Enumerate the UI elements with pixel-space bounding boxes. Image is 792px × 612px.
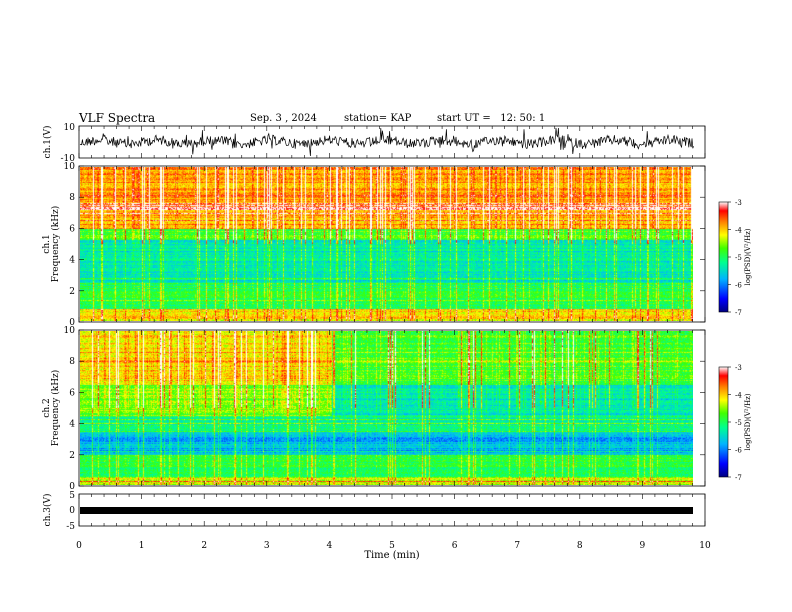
colorbar-tick-label: -6 (735, 282, 742, 290)
ch1-colorbar-label: log(PSD)(V²/Hz) (744, 228, 752, 285)
time-axis-ticklabels: 0 1 2 3 4 5 6 7 8 9 10 (76, 541, 711, 551)
ch1-spectrogram-ylabel-2: Frequency (kHz) (50, 206, 61, 283)
ch1-ytick-bottom: -10 (61, 154, 76, 164)
time-tick-label: 5 (389, 541, 395, 551)
ch3-ytick-bottom: -5 (66, 522, 75, 532)
ch1-waveform-panel: 10 -10 ch.1(V) (42, 123, 706, 164)
start-time-label: start UT = 12: 50: 1 (437, 113, 546, 124)
ch1-ylabel: ch.1(V) (42, 126, 53, 159)
frequency-tick-label: 10 (64, 326, 76, 336)
ch1-colorbar-scale (718, 201, 729, 313)
ch1-spectrogram-ticks (78, 166, 706, 322)
colorbar-tick-label: -5 (735, 254, 742, 262)
time-tick-label: 1 (139, 541, 145, 551)
colorbar-tick-label: -4 (735, 227, 742, 235)
ch3-waveform-panel: 5 0 -5 ch.3(V) 0 1 2 3 4 5 6 7 8 9 10 Time (min) (42, 491, 711, 561)
ch1-spectrogram-ylabel-1: ch.1 (42, 234, 52, 253)
colorbar-tick-label: -5 (735, 419, 742, 427)
colorbar-tick-label: -3 (735, 199, 742, 207)
ch3-ylabel: ch.3(V) (42, 494, 53, 527)
frequency-tick-label: 8 (69, 357, 75, 367)
ch1-waveform-line (79, 127, 694, 157)
ch2-spectrogram-ylabel-2: Frequency (kHz) (50, 370, 61, 447)
colorbar-tick-label: -6 (735, 447, 742, 455)
ch2-colorbar-label: log(PSD)(V²/Hz) (744, 393, 752, 450)
time-tick-label: 2 (201, 541, 207, 551)
frequency-tick-label: 6 (69, 388, 75, 398)
colorbar-tick-label: -7 (735, 474, 742, 482)
date-label: Sep. 3 , 2024 (250, 113, 317, 124)
frequency-tick-label: 8 (69, 193, 75, 203)
station-label: station= KAP (344, 113, 412, 124)
ch2-spectrogram-image (80, 331, 693, 485)
ch2-spectrogram-panel: 0 2 4 6 8 10 ch.2 Frequency (kHz) (42, 326, 706, 492)
ch1-axis-ticks (78, 126, 706, 158)
ch1-spectrogram-panel: 0 2 4 6 8 10 ch.1 Frequency (kHz) (42, 162, 706, 328)
ch3-axis-ticks (78, 494, 706, 526)
time-tick-label: 0 (76, 541, 82, 551)
frequency-tick-label: 10 (64, 162, 76, 172)
time-tick-label: 3 (264, 541, 270, 551)
time-tick-label: 10 (699, 541, 711, 551)
ch2-spectrogram-ticks (78, 330, 706, 486)
ch2-spectrogram-ylabel-1: ch.2 (42, 398, 52, 417)
time-axis-label: Time (min) (364, 550, 419, 561)
ch1-colorbar-ticks: -3 -4 -5 -6 -7 (728, 199, 742, 317)
time-tick-label: 4 (327, 541, 333, 551)
ch1-spectrogram-image (80, 167, 693, 321)
time-tick-label: 9 (640, 541, 646, 551)
time-tick-label: 8 (577, 541, 583, 551)
colorbar-tick-label: -3 (735, 364, 742, 372)
ch2-colorbar: -3 -4 -5 -6 -7 log(PSD)(V²/Hz) (718, 364, 752, 482)
ch3-ytick-top: 5 (69, 491, 75, 501)
ch1-colorbar: -3 -4 -5 -6 -7 log(PSD)(V²/Hz) (718, 199, 752, 317)
ch2-colorbar-ticks: -3 -4 -5 -6 -7 (728, 364, 742, 482)
colorbar-tick-label: -4 (735, 392, 742, 400)
frequency-tick-label: 2 (69, 451, 75, 461)
frequency-tick-label: 4 (69, 420, 75, 430)
time-tick-label: 6 (452, 541, 458, 551)
ch1-ytick-top: 10 (64, 123, 76, 133)
ch3-ytick-mid: 0 (69, 506, 75, 516)
colorbar-tick-label: -7 (735, 309, 742, 317)
ch2-colorbar-scale (718, 366, 729, 478)
frequency-tick-label: 4 (69, 256, 75, 266)
frequency-tick-label: 2 (69, 287, 75, 297)
frequency-tick-label: 6 (69, 224, 75, 234)
chart-title: VLF Spectra (79, 111, 156, 125)
frequency-tick-label: 0 (69, 482, 75, 492)
ch1-frequency-ticklabels: 0 2 4 6 8 10 (64, 162, 705, 328)
frequency-tick-label: 0 (69, 318, 75, 328)
ch3-waveform-band (80, 507, 693, 514)
ch2-frequency-ticklabels: 0 2 4 6 8 10 (64, 326, 705, 492)
time-tick-label: 7 (514, 541, 520, 551)
